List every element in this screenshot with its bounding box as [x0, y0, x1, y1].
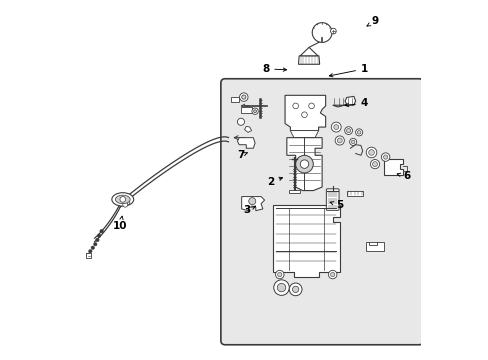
- Circle shape: [308, 103, 314, 109]
- Circle shape: [253, 110, 256, 113]
- Circle shape: [122, 202, 127, 207]
- Polygon shape: [272, 205, 339, 277]
- Circle shape: [100, 229, 103, 233]
- Bar: [241, 107, 251, 113]
- Circle shape: [241, 95, 245, 99]
- Circle shape: [383, 155, 387, 159]
- Text: 10: 10: [113, 221, 127, 231]
- Circle shape: [330, 273, 334, 277]
- Circle shape: [366, 147, 376, 158]
- Circle shape: [91, 246, 94, 249]
- Circle shape: [337, 138, 342, 143]
- Polygon shape: [300, 48, 317, 56]
- Circle shape: [328, 270, 336, 279]
- Circle shape: [355, 129, 362, 136]
- Circle shape: [372, 162, 377, 167]
- Circle shape: [295, 155, 313, 173]
- Circle shape: [333, 125, 338, 130]
- Polygon shape: [346, 190, 362, 196]
- Circle shape: [344, 127, 352, 135]
- Circle shape: [96, 238, 99, 242]
- Polygon shape: [298, 56, 319, 64]
- Circle shape: [273, 280, 289, 295]
- Circle shape: [334, 136, 344, 145]
- Circle shape: [120, 197, 125, 202]
- Text: 1: 1: [360, 64, 367, 74]
- Circle shape: [357, 131, 360, 134]
- Polygon shape: [241, 197, 264, 211]
- Circle shape: [237, 118, 244, 125]
- Text: 4: 4: [360, 98, 367, 108]
- Circle shape: [88, 249, 92, 253]
- Circle shape: [239, 93, 247, 101]
- FancyBboxPatch shape: [325, 189, 338, 210]
- Circle shape: [349, 138, 356, 145]
- Text: 2: 2: [266, 177, 274, 187]
- FancyBboxPatch shape: [221, 79, 423, 345]
- Circle shape: [330, 28, 336, 34]
- Text: 8: 8: [262, 64, 269, 74]
- Circle shape: [275, 270, 284, 279]
- Circle shape: [368, 150, 374, 155]
- Circle shape: [124, 200, 130, 205]
- Ellipse shape: [112, 193, 133, 206]
- Polygon shape: [86, 253, 91, 258]
- Text: 3: 3: [243, 205, 250, 215]
- Circle shape: [251, 108, 258, 114]
- Circle shape: [289, 283, 302, 296]
- Polygon shape: [366, 242, 383, 251]
- Circle shape: [330, 122, 341, 132]
- Circle shape: [93, 242, 97, 246]
- Circle shape: [346, 129, 350, 133]
- Polygon shape: [289, 190, 299, 193]
- Text: 5: 5: [335, 201, 343, 210]
- Polygon shape: [244, 126, 251, 132]
- Circle shape: [370, 159, 379, 169]
- Circle shape: [277, 273, 281, 277]
- Polygon shape: [237, 138, 255, 148]
- Text: 9: 9: [371, 16, 378, 26]
- Circle shape: [86, 253, 90, 257]
- Circle shape: [381, 153, 389, 161]
- Circle shape: [301, 112, 306, 118]
- Text: 7: 7: [237, 150, 244, 160]
- Circle shape: [248, 198, 255, 205]
- Circle shape: [97, 234, 101, 238]
- Circle shape: [300, 160, 308, 168]
- Circle shape: [292, 286, 298, 293]
- Circle shape: [277, 283, 285, 292]
- Circle shape: [292, 103, 298, 109]
- Polygon shape: [290, 131, 318, 138]
- Ellipse shape: [115, 195, 130, 204]
- Polygon shape: [285, 95, 325, 131]
- Circle shape: [351, 140, 354, 144]
- Polygon shape: [286, 138, 322, 190]
- Bar: [231, 97, 238, 102]
- Circle shape: [312, 23, 331, 42]
- Polygon shape: [383, 159, 403, 175]
- Polygon shape: [332, 96, 355, 107]
- Text: 6: 6: [402, 171, 409, 181]
